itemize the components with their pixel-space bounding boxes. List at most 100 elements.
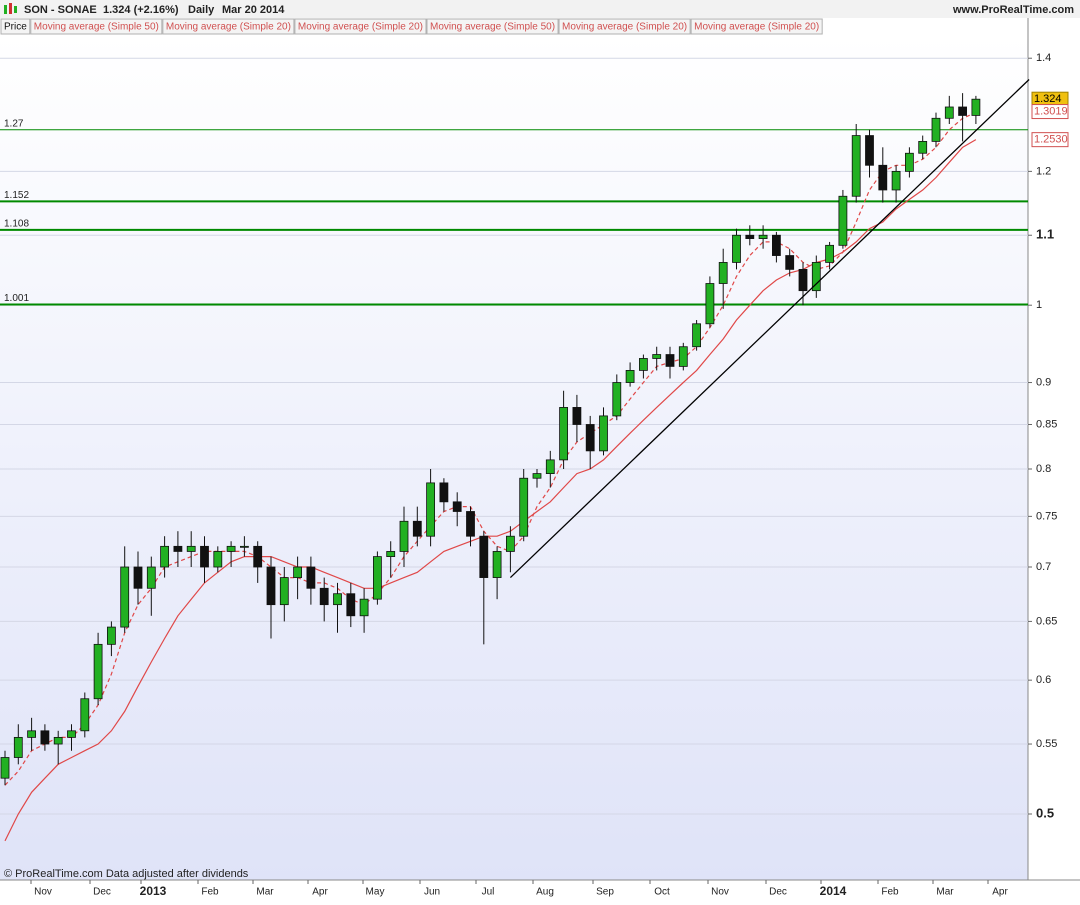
candle-body: [958, 106, 967, 116]
candle-body: [944, 106, 954, 119]
candle-body: [918, 141, 928, 154]
y-tick-label: 0.75: [1036, 510, 1057, 522]
legend: Price Moving average (Simple 50) Moving av…: [0, 18, 823, 35]
y-tick-label: 0.55: [1036, 738, 1057, 750]
level-label: 1.108: [4, 219, 29, 230]
legend-box[interactable]: [690, 18, 823, 35]
candle-body: [319, 587, 329, 606]
candle-body: [146, 566, 156, 589]
x-tick-label: Apr: [992, 887, 1008, 898]
candle-body: [772, 234, 781, 256]
candle-body: [492, 551, 502, 578]
y-tick-label: 0.65: [1036, 615, 1057, 627]
candle-body: [505, 535, 515, 552]
legend-box[interactable]: [0, 18, 31, 35]
candle-body: [599, 415, 608, 452]
x-tick-label: Dec: [93, 887, 111, 898]
site: www.ProRealTime.com: [952, 4, 1074, 16]
x-tick-label: Jul: [482, 887, 495, 898]
candle-body: [811, 262, 821, 292]
y-tick-label: 0.6: [1036, 674, 1051, 686]
legend-item[interactable]: Moving average (Simple 20): [694, 22, 819, 33]
last-price: 1.324 (+2.16%): [103, 4, 179, 16]
legend-box[interactable]: [558, 18, 691, 35]
candle-body: [93, 643, 103, 700]
legend-item[interactable]: Moving average (Simple 50): [34, 22, 159, 33]
candle-body: [878, 164, 888, 191]
candle-body: [213, 551, 223, 568]
candle-body: [865, 135, 874, 166]
candle-body: [732, 234, 741, 263]
y-tick-label: 1.1: [1036, 227, 1054, 242]
candle-body: [692, 323, 701, 348]
legend-item[interactable]: Moving average (Simple 20): [298, 22, 423, 33]
candle-body: [678, 346, 688, 367]
candle-body: [639, 358, 648, 371]
candle-body: [745, 234, 755, 239]
candle-body: [133, 566, 143, 589]
candle-body: [798, 268, 808, 292]
x-tick-label: 2013: [140, 884, 167, 898]
level-label: 1.27: [4, 118, 24, 129]
legend-item[interactable]: Moving average (Simple 20): [166, 22, 291, 33]
candle-body: [359, 598, 369, 617]
x-tick-label: Sep: [596, 887, 614, 898]
x-tick-label: Oct: [654, 887, 670, 898]
legend-item[interactable]: Moving average (Simple 20): [562, 22, 687, 33]
price-tag-label: 1.2530: [1034, 134, 1068, 146]
candle-body: [266, 566, 276, 606]
candle-body: [652, 354, 662, 359]
candle-body: [293, 566, 303, 578]
candle-body: [239, 545, 249, 548]
y-tick-label: 0.7: [1036, 561, 1051, 573]
candle-body: [439, 482, 449, 503]
x-tick-label: Apr: [312, 887, 328, 898]
candle-body: [226, 545, 236, 552]
candle-body: [53, 736, 63, 745]
candle-body: [838, 195, 848, 246]
legend-box[interactable]: [162, 18, 295, 35]
y-tick-label: 0.8: [1036, 463, 1051, 475]
legend-box[interactable]: [426, 18, 559, 35]
candle-body: [851, 135, 861, 197]
legend-box[interactable]: [30, 18, 163, 35]
candle-body: [200, 545, 209, 568]
period: Daily: [188, 4, 215, 16]
candle-body: [160, 545, 170, 568]
legend-item[interactable]: Moving average (Simple 50): [430, 22, 555, 33]
level-label: 1.152: [4, 190, 29, 201]
candle-body: [825, 244, 834, 263]
y-tick-label: 1.4: [1036, 52, 1051, 64]
candle-body: [625, 370, 635, 383]
candle-body: [0, 757, 10, 779]
candle-body: [452, 501, 462, 512]
y-tick-label: 1: [1036, 299, 1042, 311]
candle-body: [107, 626, 116, 645]
y-tick-label: 0.5: [1036, 805, 1054, 820]
candle-body: [718, 262, 728, 284]
candle-body: [905, 152, 914, 172]
x-tick-label: May: [366, 887, 385, 898]
x-tick-label: Mar: [256, 887, 274, 898]
candle-body: [173, 545, 183, 552]
candle-body: [412, 520, 422, 537]
candle-body: [466, 511, 475, 537]
candle-body: [333, 593, 342, 606]
x-tick-label: Feb: [881, 887, 899, 898]
candle-body: [346, 593, 356, 617]
x-tick-label: Aug: [536, 887, 554, 898]
legend-item[interactable]: Price: [4, 22, 27, 33]
price-tag: [1031, 104, 1069, 120]
symbol: SON - SONAE: [24, 4, 97, 16]
icon: [9, 3, 12, 14]
x-tick-label: 2014: [820, 884, 847, 898]
candle-body: [27, 730, 37, 738]
candle-body: [479, 535, 489, 578]
candle-body: [785, 255, 795, 270]
candle-body: [120, 566, 130, 628]
candle-body: [545, 459, 555, 474]
y-tick-label: 1.2: [1036, 165, 1051, 177]
candle-body: [253, 545, 263, 568]
legend-box[interactable]: [294, 18, 427, 35]
candle-body: [372, 556, 382, 600]
